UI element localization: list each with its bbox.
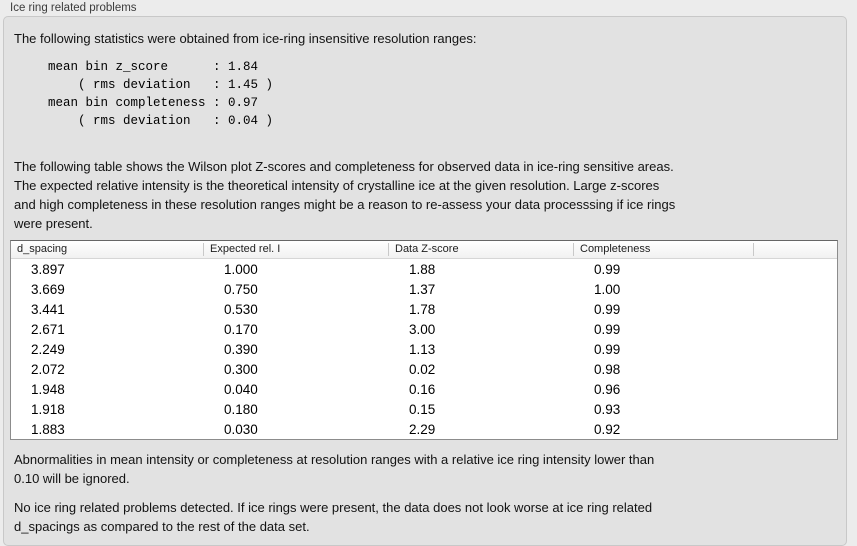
cell-d-spacing: 2.072 — [31, 361, 65, 377]
column-header-data-z-score[interactable]: Data Z-score — [389, 243, 574, 256]
cell-data-z-score: 1.13 — [409, 341, 436, 357]
cell-data-z-score: 0.16 — [409, 381, 436, 397]
cell-data-z-score: 2.29 — [409, 421, 436, 437]
column-header-empty — [754, 243, 837, 256]
cell-completeness: 0.96 — [594, 381, 621, 397]
table-body: 3.897 1.000 1.88 0.99 3.669 0.750 1.37 1… — [11, 259, 837, 439]
table-row[interactable]: 1.918 0.180 0.15 0.93 — [11, 399, 837, 419]
cell-completeness: 0.99 — [594, 301, 621, 317]
cell-expected-rel-i: 0.300 — [224, 361, 258, 377]
cell-completeness: 0.92 — [594, 421, 621, 437]
table-row[interactable]: 3.441 0.530 1.78 0.99 — [11, 299, 837, 319]
column-header-completeness[interactable]: Completeness — [574, 243, 754, 256]
stats-summary-block: mean bin z_score : 1.84 ( rms deviation … — [48, 60, 274, 128]
cell-data-z-score: 1.88 — [409, 261, 436, 277]
table-row[interactable]: 1.948 0.040 0.16 0.96 — [11, 379, 837, 399]
cell-expected-rel-i: 0.530 — [224, 301, 258, 317]
cell-completeness: 1.00 — [594, 281, 621, 297]
column-header-expected-rel-i[interactable]: Expected rel. I — [204, 243, 389, 256]
cell-expected-rel-i: 0.390 — [224, 341, 258, 357]
table-row[interactable]: 2.671 0.170 3.00 0.99 — [11, 319, 837, 339]
cell-data-z-score: 0.15 — [409, 401, 436, 417]
table-row[interactable]: 2.072 0.300 0.02 0.98 — [11, 359, 837, 379]
cell-data-z-score: 1.78 — [409, 301, 436, 317]
table-row[interactable]: 2.249 0.390 1.13 0.99 — [11, 339, 837, 359]
cell-expected-rel-i: 0.030 — [224, 421, 258, 437]
intro-text: The following statistics were obtained f… — [14, 31, 477, 46]
table-row[interactable]: 3.669 0.750 1.37 1.00 — [11, 279, 837, 299]
cell-expected-rel-i: 1.000 — [224, 261, 258, 277]
cell-data-z-score: 0.02 — [409, 361, 436, 377]
table-header-row: d_spacing Expected rel. I Data Z-score C… — [11, 241, 837, 259]
cell-d-spacing: 1.883 — [31, 421, 65, 437]
ice-ring-table[interactable]: d_spacing Expected rel. I Data Z-score C… — [10, 240, 838, 440]
cell-completeness: 0.99 — [594, 321, 621, 337]
table-description-text: The following table shows the Wilson plo… — [14, 159, 676, 231]
table-row[interactable]: 3.897 1.000 1.88 0.99 — [11, 259, 837, 279]
cell-data-z-score: 3.00 — [409, 321, 436, 337]
cell-completeness: 0.98 — [594, 361, 621, 377]
column-header-d-spacing[interactable]: d_spacing — [11, 243, 204, 256]
cell-d-spacing: 3.897 — [31, 261, 65, 277]
cell-d-spacing: 1.948 — [31, 381, 65, 397]
cell-completeness: 0.99 — [594, 341, 621, 357]
ignore-note-text: Abnormalities in mean intensity or compl… — [14, 452, 655, 486]
cell-completeness: 0.93 — [594, 401, 621, 417]
ice-ring-panel: The following statistics were obtained f… — [3, 16, 847, 546]
table-row[interactable]: 1.883 0.030 2.29 0.92 — [11, 419, 837, 439]
cell-completeness: 0.99 — [594, 261, 621, 277]
cell-data-z-score: 1.37 — [409, 281, 436, 297]
cell-expected-rel-i: 0.170 — [224, 321, 258, 337]
cell-d-spacing: 1.918 — [31, 401, 65, 417]
cell-expected-rel-i: 0.750 — [224, 281, 258, 297]
cell-expected-rel-i: 0.040 — [224, 381, 258, 397]
conclusion-text: No ice ring related problems detected. I… — [14, 500, 653, 534]
cell-d-spacing: 2.249 — [31, 341, 65, 357]
cell-d-spacing: 3.669 — [31, 281, 65, 297]
cell-d-spacing: 3.441 — [31, 301, 65, 317]
cell-expected-rel-i: 0.180 — [224, 401, 258, 417]
groupbox-title: Ice ring related problems — [10, 2, 137, 14]
cell-d-spacing: 2.671 — [31, 321, 65, 337]
